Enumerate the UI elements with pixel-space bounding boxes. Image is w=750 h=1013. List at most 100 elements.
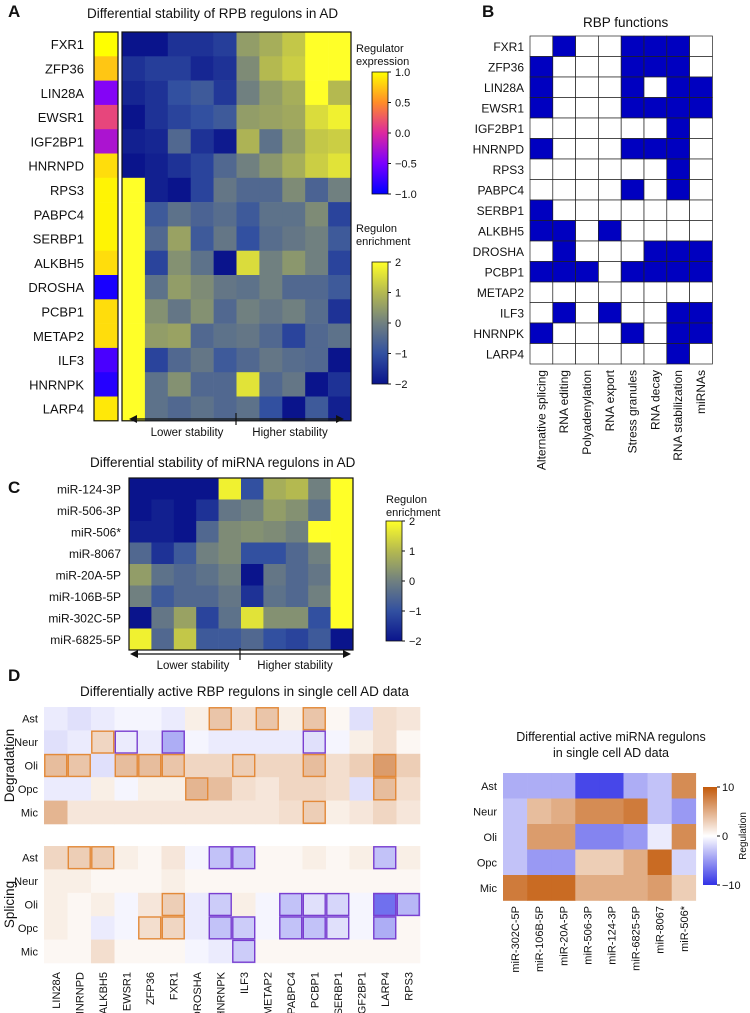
enrichment-cell bbox=[167, 299, 191, 324]
c-enrichment-cell bbox=[330, 585, 354, 608]
enrichment-cell bbox=[144, 129, 169, 154]
d-significant-outline bbox=[232, 753, 256, 778]
e-col-label: miR-124-3P bbox=[606, 906, 618, 965]
d-col-label: PCBP1 bbox=[309, 972, 321, 1008]
expression-legend-title: Regulator expression bbox=[356, 43, 409, 68]
enrichment-cell bbox=[190, 153, 214, 179]
enrichment-cell bbox=[122, 32, 146, 57]
enrichment-cell bbox=[190, 323, 214, 349]
enrichment-cell bbox=[213, 153, 237, 179]
function-cell bbox=[598, 302, 622, 324]
enrichment-cell bbox=[144, 153, 169, 179]
d-cell bbox=[232, 846, 256, 870]
d-cell bbox=[138, 707, 162, 731]
function-cell bbox=[529, 199, 554, 221]
c-enrichment-cell bbox=[129, 499, 152, 522]
function-cell bbox=[575, 179, 599, 201]
d-significant-outline bbox=[138, 916, 162, 940]
c-enrichment-cell bbox=[308, 585, 331, 608]
d-cell bbox=[232, 869, 256, 894]
function-cell bbox=[643, 35, 668, 57]
function-cell bbox=[552, 322, 576, 344]
expression-cell bbox=[94, 32, 118, 57]
d-cell bbox=[44, 707, 68, 731]
enrichment-cell bbox=[328, 153, 352, 179]
d-cell bbox=[326, 846, 350, 870]
panel-b-function-matrix: FXR1 ZFP36 LIN28A EWSR1 IGF2BP1 HNRNPD RPS3 PAB… bbox=[473, 35, 713, 470]
enrichment-cell bbox=[328, 177, 352, 203]
function-cell bbox=[666, 240, 690, 262]
d-cell bbox=[326, 777, 350, 801]
d-cell bbox=[185, 800, 209, 825]
d-significant-outline bbox=[373, 753, 397, 778]
c-enrichment-cell bbox=[151, 628, 175, 651]
d-significant-outline bbox=[373, 777, 397, 801]
d-cell bbox=[185, 753, 209, 778]
d-cell bbox=[161, 707, 186, 731]
function-cell bbox=[529, 35, 554, 57]
d-significant-outline bbox=[208, 846, 232, 870]
d-cell bbox=[349, 753, 374, 778]
c-enrichment-cell bbox=[330, 564, 354, 586]
function-cell bbox=[689, 76, 713, 98]
enrichment-cell bbox=[167, 250, 191, 276]
enrichment-cell bbox=[167, 56, 191, 81]
expression-cell bbox=[94, 250, 118, 276]
panel-a-stability-arrows: Lower stability Higher stability bbox=[129, 413, 344, 439]
a-row-label: EWSR1 bbox=[38, 110, 84, 125]
e-cell bbox=[671, 773, 697, 799]
e-cell bbox=[671, 849, 697, 876]
function-cell bbox=[598, 322, 622, 344]
c-enrichment-cell bbox=[218, 564, 242, 586]
function-cell bbox=[666, 179, 690, 201]
e-row-label: Neur bbox=[473, 806, 497, 818]
panel-a: A Differential stability of RPB regulons… bbox=[8, 2, 417, 439]
c-enrichment-cell bbox=[173, 585, 197, 608]
enrichment-cell bbox=[328, 129, 352, 154]
function-cell bbox=[643, 97, 668, 119]
function-cell bbox=[620, 76, 645, 98]
enrichment-cell bbox=[190, 80, 214, 106]
enrichment-cell bbox=[144, 56, 169, 81]
e-cell bbox=[599, 875, 624, 901]
function-cell bbox=[529, 322, 554, 344]
enrichment-cell bbox=[144, 372, 169, 397]
enrichment-legend-tick: −1 bbox=[395, 349, 408, 361]
d-significant-outline bbox=[67, 753, 91, 778]
d-cell bbox=[232, 730, 256, 755]
enrichment-legend-tick: 0 bbox=[395, 318, 401, 330]
d-significant-outline bbox=[208, 892, 232, 917]
function-cell bbox=[643, 240, 668, 262]
enrichment-cell bbox=[167, 80, 191, 106]
d-significant-outline bbox=[114, 753, 138, 778]
d-cell bbox=[349, 892, 374, 917]
enrichment-cell bbox=[236, 129, 260, 154]
d-cell bbox=[279, 777, 303, 801]
enrichment-cell bbox=[328, 250, 352, 276]
c-enrichment-cell bbox=[151, 564, 175, 586]
c-enrichment-cell bbox=[241, 499, 264, 522]
enrichment-cell bbox=[259, 32, 283, 57]
enrichment-cell bbox=[213, 396, 237, 422]
d-significant-outline bbox=[161, 916, 185, 940]
d-row-label: Neur bbox=[14, 876, 38, 888]
enrichment-cell bbox=[259, 177, 283, 203]
enrichment-cell bbox=[328, 56, 352, 81]
function-cell bbox=[529, 138, 554, 160]
function-cell bbox=[689, 158, 713, 180]
c-legend-tick: −1 bbox=[409, 606, 422, 618]
enrichment-cell bbox=[282, 177, 306, 203]
enrichment-cell bbox=[144, 80, 169, 106]
enrichment-cell bbox=[190, 299, 214, 324]
d-cell bbox=[161, 730, 186, 755]
a-row-label: SERBP1 bbox=[33, 232, 84, 247]
d-cell bbox=[349, 916, 374, 940]
d-cell bbox=[232, 800, 256, 825]
function-cell bbox=[598, 199, 622, 221]
b-row-label: HNRNPD bbox=[473, 142, 525, 156]
d-row-label: Oli bbox=[25, 761, 38, 773]
function-cell bbox=[620, 261, 645, 283]
enrichment-cell bbox=[282, 372, 306, 397]
enrichment-cell bbox=[259, 372, 283, 397]
function-cell bbox=[598, 281, 622, 303]
